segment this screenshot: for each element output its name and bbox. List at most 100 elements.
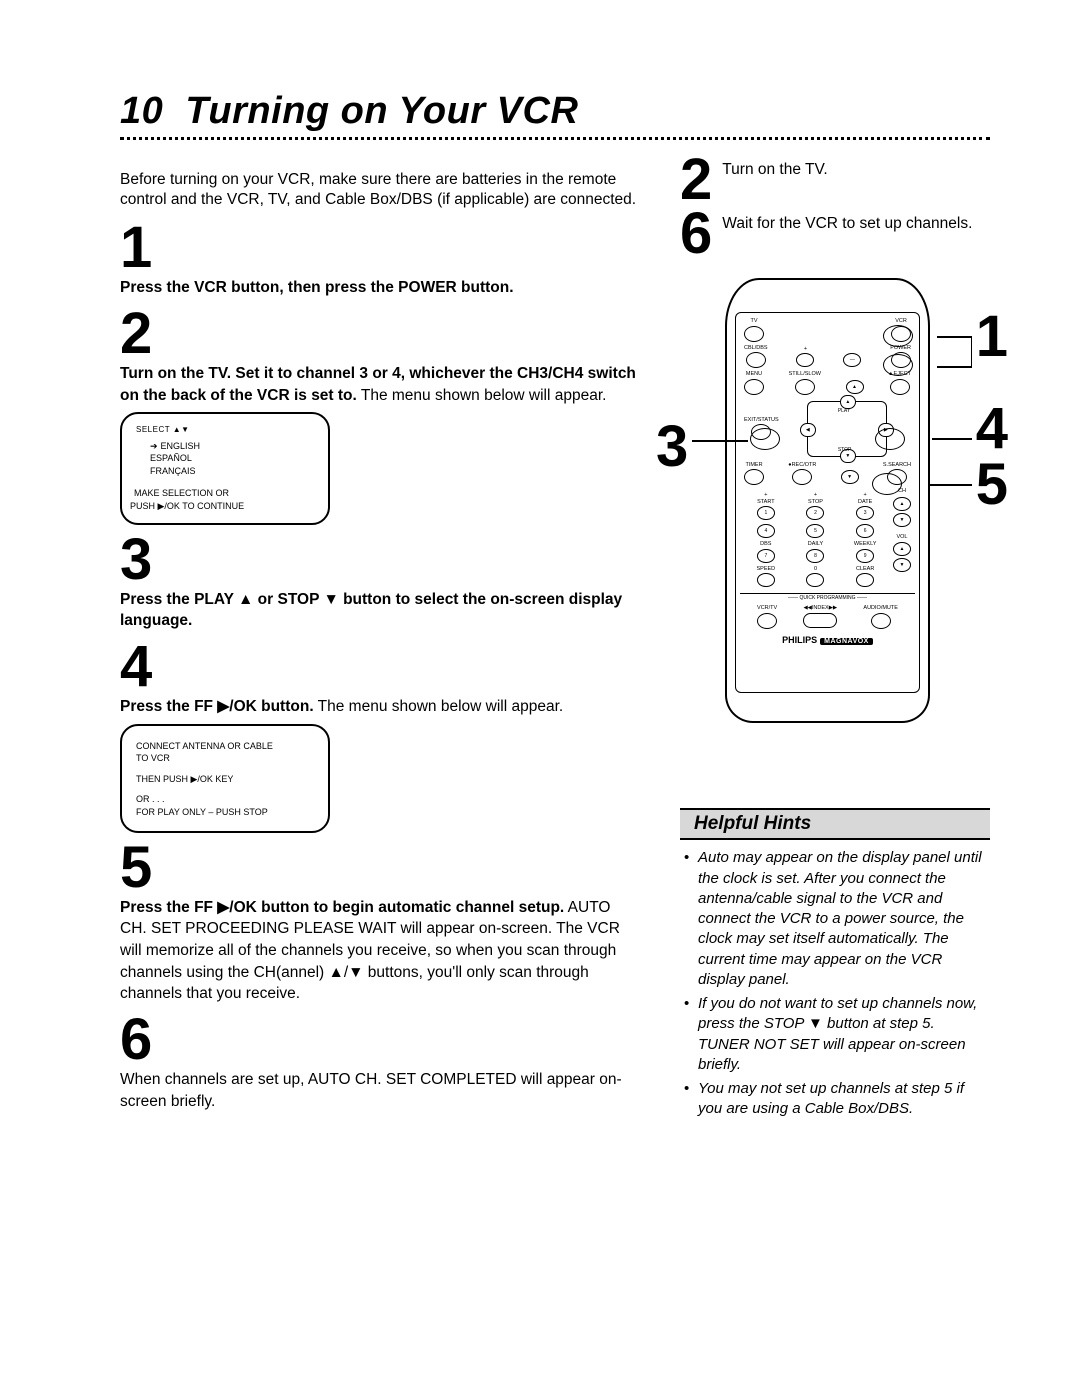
ch-down-button[interactable]: ▼ [893,513,911,527]
num-3-button[interactable]: 3 [856,506,874,520]
step-number-3: 3 [120,531,640,589]
num-9-button[interactable]: 9 [856,549,874,563]
num-6-button[interactable]: 6 [856,524,874,538]
lang-francais: FRANÇAIS [150,465,314,478]
num-7-button[interactable]: 7 [757,549,775,563]
label-stop2: STOP [808,500,823,506]
right-step-6: 6 Wait for the VCR to set up channels. [680,208,990,260]
label-start: START [757,500,775,506]
helpful-hints-title: Helpful Hints [680,808,990,840]
callout-3-line [692,440,748,442]
rec-button[interactable] [792,469,812,485]
still-button[interactable] [795,379,815,395]
screen2-l3: THEN PUSH ▶/OK KEY [136,773,314,786]
timer-button[interactable] [744,469,764,485]
right-column: 2 Turn on the TV. 6 Wait for the VCR to … [680,154,990,1124]
screen1-foot2: PUSH ▶/OK TO CONTINUE [130,500,314,513]
hint-2: If you do not want to set up channels no… [684,994,986,1075]
screen1-header: SELECT ▲▼ [136,424,314,435]
step-number-2: 2 [120,305,640,363]
label-timer: TIMER [745,463,762,469]
label-still: STILL/SLOW [789,372,821,378]
right-step-2-num: 2 [680,154,712,206]
num-8-button[interactable]: 8 [806,549,824,563]
callout-4: 4 [976,400,1008,458]
callout-1-line-bot [937,366,972,368]
screen-menu-antenna: CONNECT ANTENNA OR CABLE TO VCR THEN PUS… [120,724,330,833]
label-dbs: DBS [760,542,771,548]
label-vcr: VCR [895,319,907,325]
intro-text: Before turning on your VCR, make sure th… [120,170,640,212]
cbl-button[interactable] [746,352,766,368]
play-button[interactable]: ▲ [840,395,856,409]
num-5-button[interactable]: 5 [806,524,824,538]
label-exit: EXIT/STATUS [744,418,779,424]
page-number: 10 [120,90,163,132]
right-step-6-text: Wait for the VCR to set up channels. [722,208,972,235]
down-button[interactable]: ▼ [841,470,859,484]
index-button[interactable] [803,613,837,628]
helpful-hints-box: Helpful Hints Auto may appear on the dis… [680,808,990,1119]
num-2-button[interactable]: 2 [806,506,824,520]
vcrtv-button[interactable] [757,613,777,629]
plus-button[interactable] [796,353,814,367]
label-clear: CLEAR [856,567,874,573]
eject-button[interactable] [890,379,910,395]
step-3-text: Press the PLAY ▲ or STOP ▼ button to sel… [120,589,640,632]
label-ssearch: S.SEARCH [883,463,911,469]
up-button[interactable]: ▲ [846,380,864,394]
brand-label: PHILIPSMAGNAVOX [744,635,911,645]
label-weekly: WEEKLY [854,542,877,548]
tv-button[interactable] [744,326,764,342]
callout-4-line [932,438,972,440]
num-0-button[interactable] [806,573,824,587]
label-audio: AUDIO/MUTE [863,606,898,612]
label-cbl: CBL/DBS [744,346,768,352]
audio-button[interactable] [871,613,891,629]
right-step-6-num: 6 [680,208,712,260]
label-index: ◀◀INDEX▶▶ [803,606,837,612]
speed-button[interactable] [757,573,775,587]
hint-1: Auto may appear on the display panel unt… [684,848,986,990]
clear-button[interactable] [856,573,874,587]
label-tv: TV [750,319,757,325]
right-step-2: 2 Turn on the TV. [680,154,990,206]
callout-1: 1 [976,308,1008,366]
divider-dotted [120,137,990,140]
screen2-l2: TO VCR [136,752,314,765]
step-number-1: 1 [120,219,640,277]
label-rec: ●REC/OTR [788,463,816,469]
label-date: DATE [858,500,872,506]
rew-button[interactable]: ◀ [800,423,816,437]
lang-espanol: ESPAÑOL [150,452,314,465]
screen2-l1: CONNECT ANTENNA OR CABLE [136,740,314,753]
left-column: Before turning on your VCR, make sure th… [120,154,640,1124]
label-play: PLAY [838,408,850,414]
label-0: 0 [814,567,817,573]
label-stop: STOP [838,447,852,453]
step-4-text: Press the FF ▶/OK button. The menu shown… [120,696,640,718]
step-5-text: Press the FF ▶/OK button to begin automa… [120,897,640,1005]
callout-1-line-top [937,336,972,338]
vol-up-button[interactable]: ▲ [893,542,911,556]
step-6-text: When channels are set up, AUTO CH. SET C… [120,1069,640,1112]
step-number-6: 6 [120,1011,640,1069]
page-title: 10 Turning on Your VCR [120,90,990,133]
nav-cluster: ▲ PLAY ◀ ▶ ▼ STOP [807,401,887,457]
step-2-text: Turn on the TV. Set it to channel 3 or 4… [120,363,640,406]
callout-5-line [930,484,972,486]
step-number-5: 5 [120,839,640,897]
menu-button[interactable] [744,379,764,395]
dash-button[interactable]: — [843,353,861,367]
label-vcrtv: VCR/TV [757,606,777,612]
num-4-button[interactable]: 4 [757,524,775,538]
hint-3: You may not set up channels at step 5 if… [684,1079,986,1120]
ch-up-button[interactable]: ▲ [893,497,911,511]
vol-down-button[interactable]: ▼ [893,558,911,572]
callout-1-line-v [971,336,973,366]
num-1-button[interactable]: 1 [757,506,775,520]
step-number-4: 4 [120,638,640,696]
screen2-l5: FOR PLAY ONLY – PUSH STOP [136,806,314,819]
label-speed: SPEED [757,567,776,573]
callout-5: 5 [976,456,1008,514]
